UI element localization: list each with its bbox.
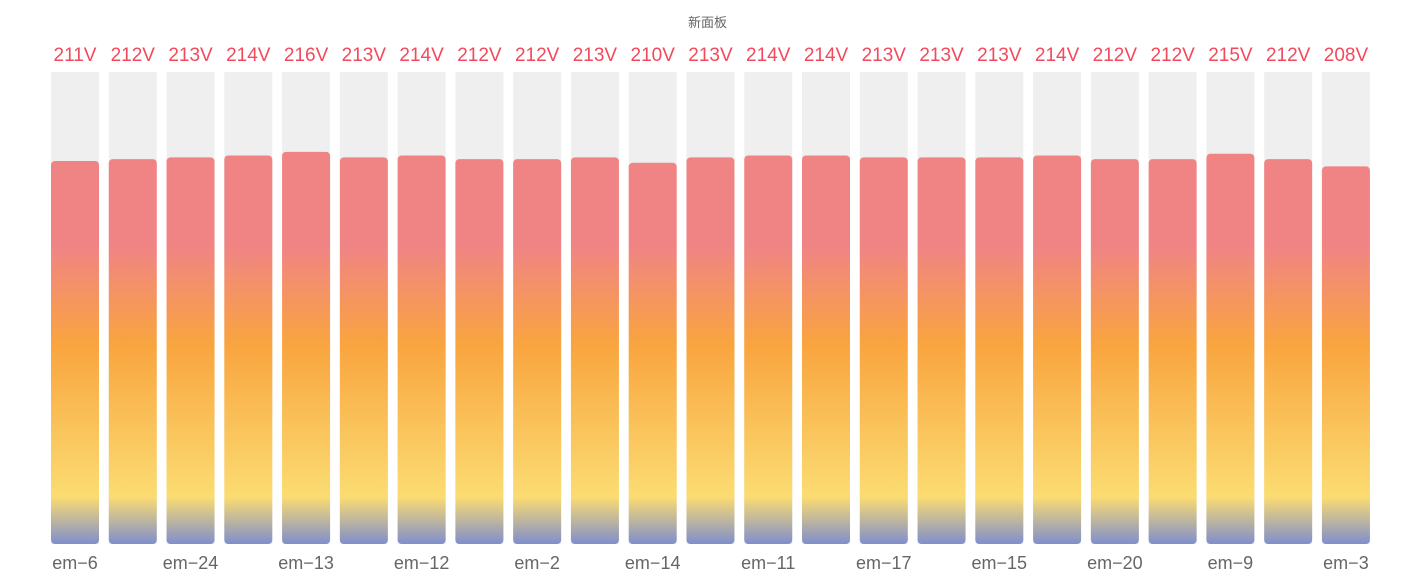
value-label: 213V — [977, 45, 1022, 66]
x-tick-label: em−11 — [741, 553, 795, 573]
x-tick-label: em−14 — [625, 553, 681, 573]
x-tick-label: em−24 — [163, 553, 219, 573]
value-label: 214V — [399, 45, 444, 66]
bar — [570, 157, 619, 545]
x-tick-label: em−20 — [1087, 553, 1143, 573]
value-label: 213V — [573, 45, 618, 66]
bar — [917, 157, 966, 545]
bar — [108, 159, 157, 544]
panel-title: 新面板 — [687, 15, 727, 30]
bar — [224, 155, 273, 544]
value-label: 212V — [515, 45, 560, 66]
value-label: 210V — [631, 45, 676, 66]
value-label: 211V — [54, 45, 97, 66]
bar — [513, 159, 562, 544]
value-label: 213V — [688, 45, 733, 66]
bar — [1206, 153, 1255, 544]
bar — [744, 155, 793, 544]
value-label: 214V — [1035, 45, 1080, 66]
x-tick-label: em−9 — [1208, 553, 1254, 573]
value-label: 213V — [862, 45, 907, 66]
bar — [51, 160, 99, 544]
value-label: 214V — [226, 45, 271, 66]
x-tick-label: em−17 — [856, 553, 912, 573]
bar — [166, 157, 215, 545]
bar — [282, 151, 331, 544]
bar — [1148, 159, 1197, 544]
x-tick-label: em−6 — [52, 553, 98, 573]
value-label: 213V — [168, 45, 213, 66]
bar — [397, 155, 446, 544]
x-tick-label: em−12 — [394, 553, 450, 573]
bar — [455, 159, 504, 544]
bar — [628, 162, 677, 544]
value-label: 212V — [111, 45, 156, 66]
value-label: 216V — [284, 45, 329, 66]
value-label: 213V — [919, 45, 964, 66]
value-label: 212V — [1266, 45, 1311, 66]
value-label: 214V — [746, 45, 791, 66]
bar — [686, 157, 735, 545]
value-label: 208V — [1324, 45, 1369, 66]
value-label: 212V — [1093, 45, 1138, 66]
bar — [339, 157, 388, 545]
x-tick-label: em−3 — [1323, 553, 1369, 573]
value-label: 214V — [804, 45, 849, 66]
value-label: 215V — [1208, 45, 1253, 66]
bar — [859, 157, 908, 545]
bar — [802, 155, 851, 544]
bar — [1321, 166, 1370, 544]
value-label: 212V — [1150, 45, 1195, 66]
value-label: 212V — [457, 45, 502, 66]
value-label: 213V — [342, 45, 387, 66]
bar — [1033, 155, 1082, 544]
bar — [1090, 159, 1139, 544]
x-tick-label: em−15 — [972, 553, 1028, 573]
bar — [975, 157, 1024, 545]
x-tick-label: em−13 — [278, 553, 334, 573]
bar — [1264, 159, 1313, 544]
x-tick-label: em−2 — [514, 553, 560, 573]
